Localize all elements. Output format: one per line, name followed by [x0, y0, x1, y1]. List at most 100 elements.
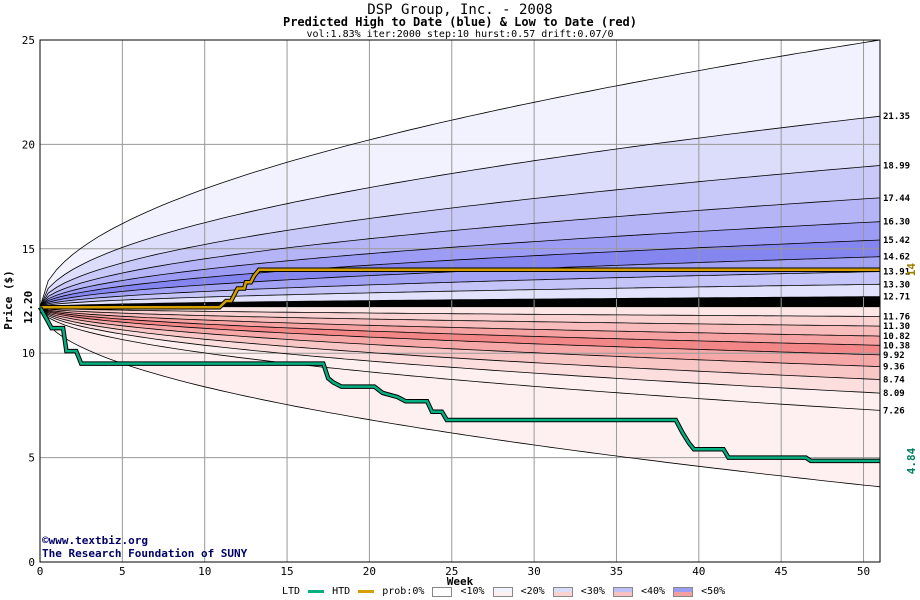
low-band-7 [40, 307, 880, 394]
high-end-label: 17.44 [883, 194, 911, 204]
x-tick-label: 40 [692, 565, 705, 578]
low-band-8 [40, 307, 880, 411]
low-end-label: 8.74 [883, 376, 905, 386]
quantile-line [39, 239, 881, 308]
legend-item-1: <20% [520, 586, 545, 597]
y-tick-label: 25 [22, 34, 35, 47]
high-end-label: 16.30 [883, 218, 910, 228]
quantile-line [39, 307, 881, 411]
quantile-line [39, 271, 881, 308]
quantile-line [39, 39, 881, 308]
credit-url[interactable]: ©www.textbiz.org [42, 534, 148, 547]
legend-swatch-0 [432, 586, 453, 597]
high-band-9 [40, 296, 880, 308]
high-end-label: 15.42 [883, 236, 910, 246]
low-band-6 [40, 307, 880, 380]
htd-line [40, 268, 880, 309]
low-band-3 [40, 307, 880, 346]
low-end-label: 9.92 [883, 351, 905, 361]
x-tick-label: 45 [775, 565, 788, 578]
legend: LTD HTD prob:0% <10% <20% <30% <40% <50% [282, 586, 725, 598]
x-tick-label: 20 [363, 565, 376, 578]
quantile-line [39, 306, 881, 327]
quantile-line [39, 221, 881, 308]
quantile-line [39, 307, 881, 394]
x-tick-label: 0 [37, 565, 44, 578]
legend-swatch-4 [673, 586, 694, 597]
low-end-label: 11.30 [883, 322, 910, 332]
plot-frame [39, 39, 881, 563]
quantile-line [39, 307, 881, 488]
high-band-4 [40, 221, 880, 308]
legend-ltd-label: LTD [282, 586, 301, 597]
x-tick-label: 30 [527, 565, 540, 578]
x-tick-label: 35 [610, 565, 623, 578]
low-end-label: 9.36 [883, 363, 905, 373]
x-axis-label: Week [447, 575, 474, 588]
low-end-label: 10.38 [883, 341, 910, 351]
quantile-line [39, 306, 881, 317]
ltd-end-label: 4.84 [905, 447, 918, 474]
high-band-5 [40, 240, 880, 308]
high-end-label: 21.35 [883, 112, 910, 122]
x-tick-label: 25 [445, 565, 458, 578]
start-price-label: 12.20 [22, 291, 35, 324]
x-tick-label: 5 [119, 565, 126, 578]
x-tick-label: 50 [857, 565, 870, 578]
low-band-0 [40, 307, 880, 317]
chart-title: DSP Group, Inc. - 2008 [367, 2, 553, 18]
legend-swatch-1 [492, 586, 513, 597]
quantile-line [39, 306, 881, 337]
legend-htd-label: HTD [332, 586, 351, 597]
high-end-label: 12.71 [883, 293, 910, 303]
legend-item-2: <30% [580, 586, 605, 597]
quantile-line [39, 283, 881, 308]
low-end-label: 10.82 [883, 332, 910, 342]
x-tick-label: 10 [198, 565, 211, 578]
quantile-line [39, 197, 881, 308]
y-tick-label: 0 [28, 556, 35, 569]
high-end-label: 18.99 [883, 161, 910, 171]
low-band-5 [40, 307, 880, 367]
high-end-label: 14.62 [883, 253, 910, 263]
high-band-0 [40, 40, 880, 308]
high-band-3 [40, 197, 880, 308]
high-band-2 [40, 165, 880, 308]
quantile-line [39, 306, 881, 380]
legend-ltd-line [308, 590, 325, 593]
high-end-label: 13.91 [883, 268, 910, 278]
quantile-line [39, 165, 881, 308]
quantile-line [39, 306, 881, 346]
quantile-line [39, 296, 881, 308]
y-tick-label: 10 [22, 347, 35, 360]
quantile-line [39, 115, 881, 308]
low-end-label: 7.26 [883, 406, 905, 416]
low-end-label: 11.76 [883, 312, 910, 322]
chart-subtitle: Predicted High to Date (blue) & Low to D… [282, 15, 637, 29]
legend-item-0: <10% [460, 586, 485, 597]
y-axis-label: Price ($) [2, 270, 15, 330]
legend-swatch-3 [612, 586, 633, 597]
legend-swatch-2 [552, 586, 573, 597]
legend-prob-label: prob:0% [382, 586, 425, 597]
low-band-2 [40, 307, 880, 337]
high-band-7 [40, 271, 880, 308]
legend-item-4: <50% [701, 586, 726, 597]
quantile-line [39, 306, 881, 367]
low-band-4 [40, 307, 880, 355]
legend-htd-line [358, 590, 375, 593]
y-tick-label: 15 [22, 243, 35, 256]
quantile-line [39, 306, 881, 356]
legend-item-3: <40% [640, 586, 666, 597]
chart-params: vol:1.83% iter:2000 step:10 hurst:0.57 d… [306, 29, 614, 40]
y-tick-label: 20 [22, 138, 35, 151]
ltd-line [38, 306, 880, 463]
credit-org: The Research Foundation of SUNY [42, 547, 248, 560]
high-band-1 [40, 116, 880, 308]
high-end-label: 13.30 [883, 280, 910, 290]
low-band-9 [40, 307, 880, 487]
htd-end-label: 14 [905, 263, 918, 277]
y-tick-label: 5 [28, 452, 35, 465]
x-tick-label: 15 [280, 565, 293, 578]
